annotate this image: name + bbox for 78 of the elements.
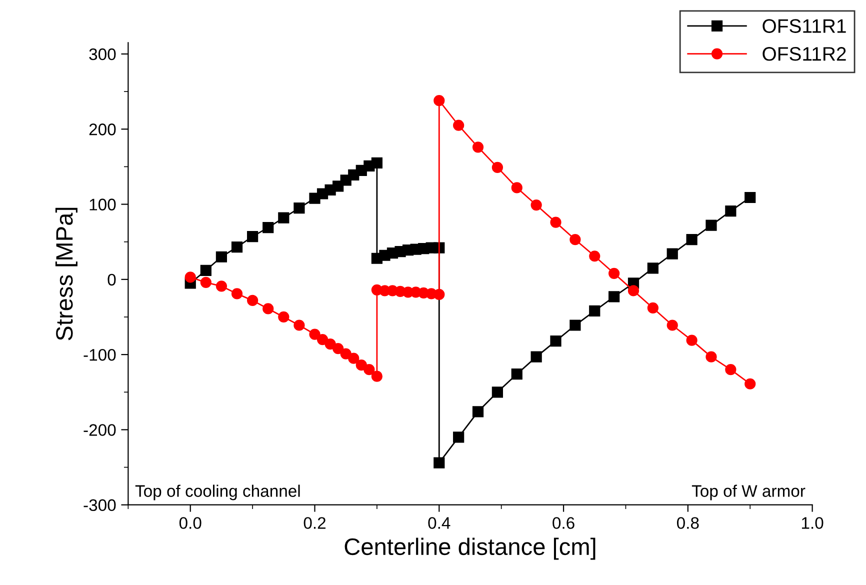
point — [492, 162, 504, 174]
point — [686, 334, 698, 346]
point — [647, 302, 658, 314]
point — [608, 291, 620, 302]
point — [589, 305, 600, 317]
point — [530, 199, 542, 211]
point — [647, 262, 658, 274]
point — [744, 378, 756, 390]
point — [247, 231, 258, 242]
point — [492, 386, 504, 398]
y-tick-label: -300 — [84, 499, 116, 512]
y-tick-label: -100 — [84, 348, 116, 361]
legend-label: OFS11R1 — [762, 19, 846, 33]
annotation: Top of W armor — [692, 484, 806, 500]
point — [589, 250, 600, 262]
y-axis-title: Stress [MPa] — [55, 208, 78, 340]
x-tick-label: 1.0 — [802, 517, 824, 529]
point — [262, 222, 274, 234]
y-tick-label: 200 — [89, 124, 116, 136]
point — [570, 234, 581, 246]
point — [231, 288, 243, 300]
point — [706, 351, 717, 362]
point — [472, 142, 484, 153]
x-tick-label: 0.0 — [179, 517, 202, 529]
point — [294, 320, 305, 331]
point — [453, 120, 464, 131]
point — [216, 251, 228, 262]
point — [309, 328, 320, 340]
point — [324, 338, 336, 350]
point — [472, 406, 484, 418]
x-tick-label: 0.6 — [552, 517, 574, 529]
x-axis-title: Centerline distance [cm] — [344, 538, 596, 560]
point — [511, 368, 522, 380]
point — [550, 335, 562, 347]
point — [453, 432, 464, 443]
point — [686, 234, 698, 246]
point — [200, 264, 212, 276]
y-tick-label: 300 — [89, 48, 116, 60]
point — [511, 182, 522, 194]
point — [356, 360, 367, 371]
point — [550, 216, 562, 228]
point — [706, 220, 717, 231]
point — [340, 348, 352, 360]
point — [294, 202, 305, 214]
x-tick-label: 0.4 — [428, 517, 450, 529]
point — [608, 268, 620, 279]
point — [628, 285, 640, 296]
point — [332, 342, 344, 354]
point — [570, 320, 581, 331]
point — [247, 294, 258, 306]
legend-label: OFS11R2 — [762, 47, 846, 61]
point — [434, 457, 445, 468]
y-tick-label: -200 — [84, 424, 116, 436]
point — [666, 320, 678, 331]
point — [364, 364, 375, 376]
point — [744, 192, 756, 204]
point — [530, 351, 542, 362]
point — [200, 276, 212, 288]
point — [184, 272, 196, 283]
x-tick-label: 0.8 — [676, 517, 699, 529]
point — [316, 334, 328, 346]
y-tick-label: 0 — [108, 274, 116, 286]
point — [348, 352, 360, 364]
point — [278, 212, 290, 224]
point — [216, 280, 228, 292]
annotation: Top of cooling channel — [135, 484, 300, 500]
point — [231, 242, 243, 253]
point — [725, 205, 736, 217]
point — [434, 288, 445, 300]
point — [666, 248, 678, 260]
point — [278, 311, 290, 323]
point — [371, 370, 382, 382]
point — [262, 303, 274, 314]
x-tick-label: 0.2 — [304, 517, 326, 529]
y-tick-label: 100 — [90, 198, 116, 210]
point — [371, 157, 382, 168]
point — [434, 95, 445, 106]
point — [725, 364, 736, 376]
